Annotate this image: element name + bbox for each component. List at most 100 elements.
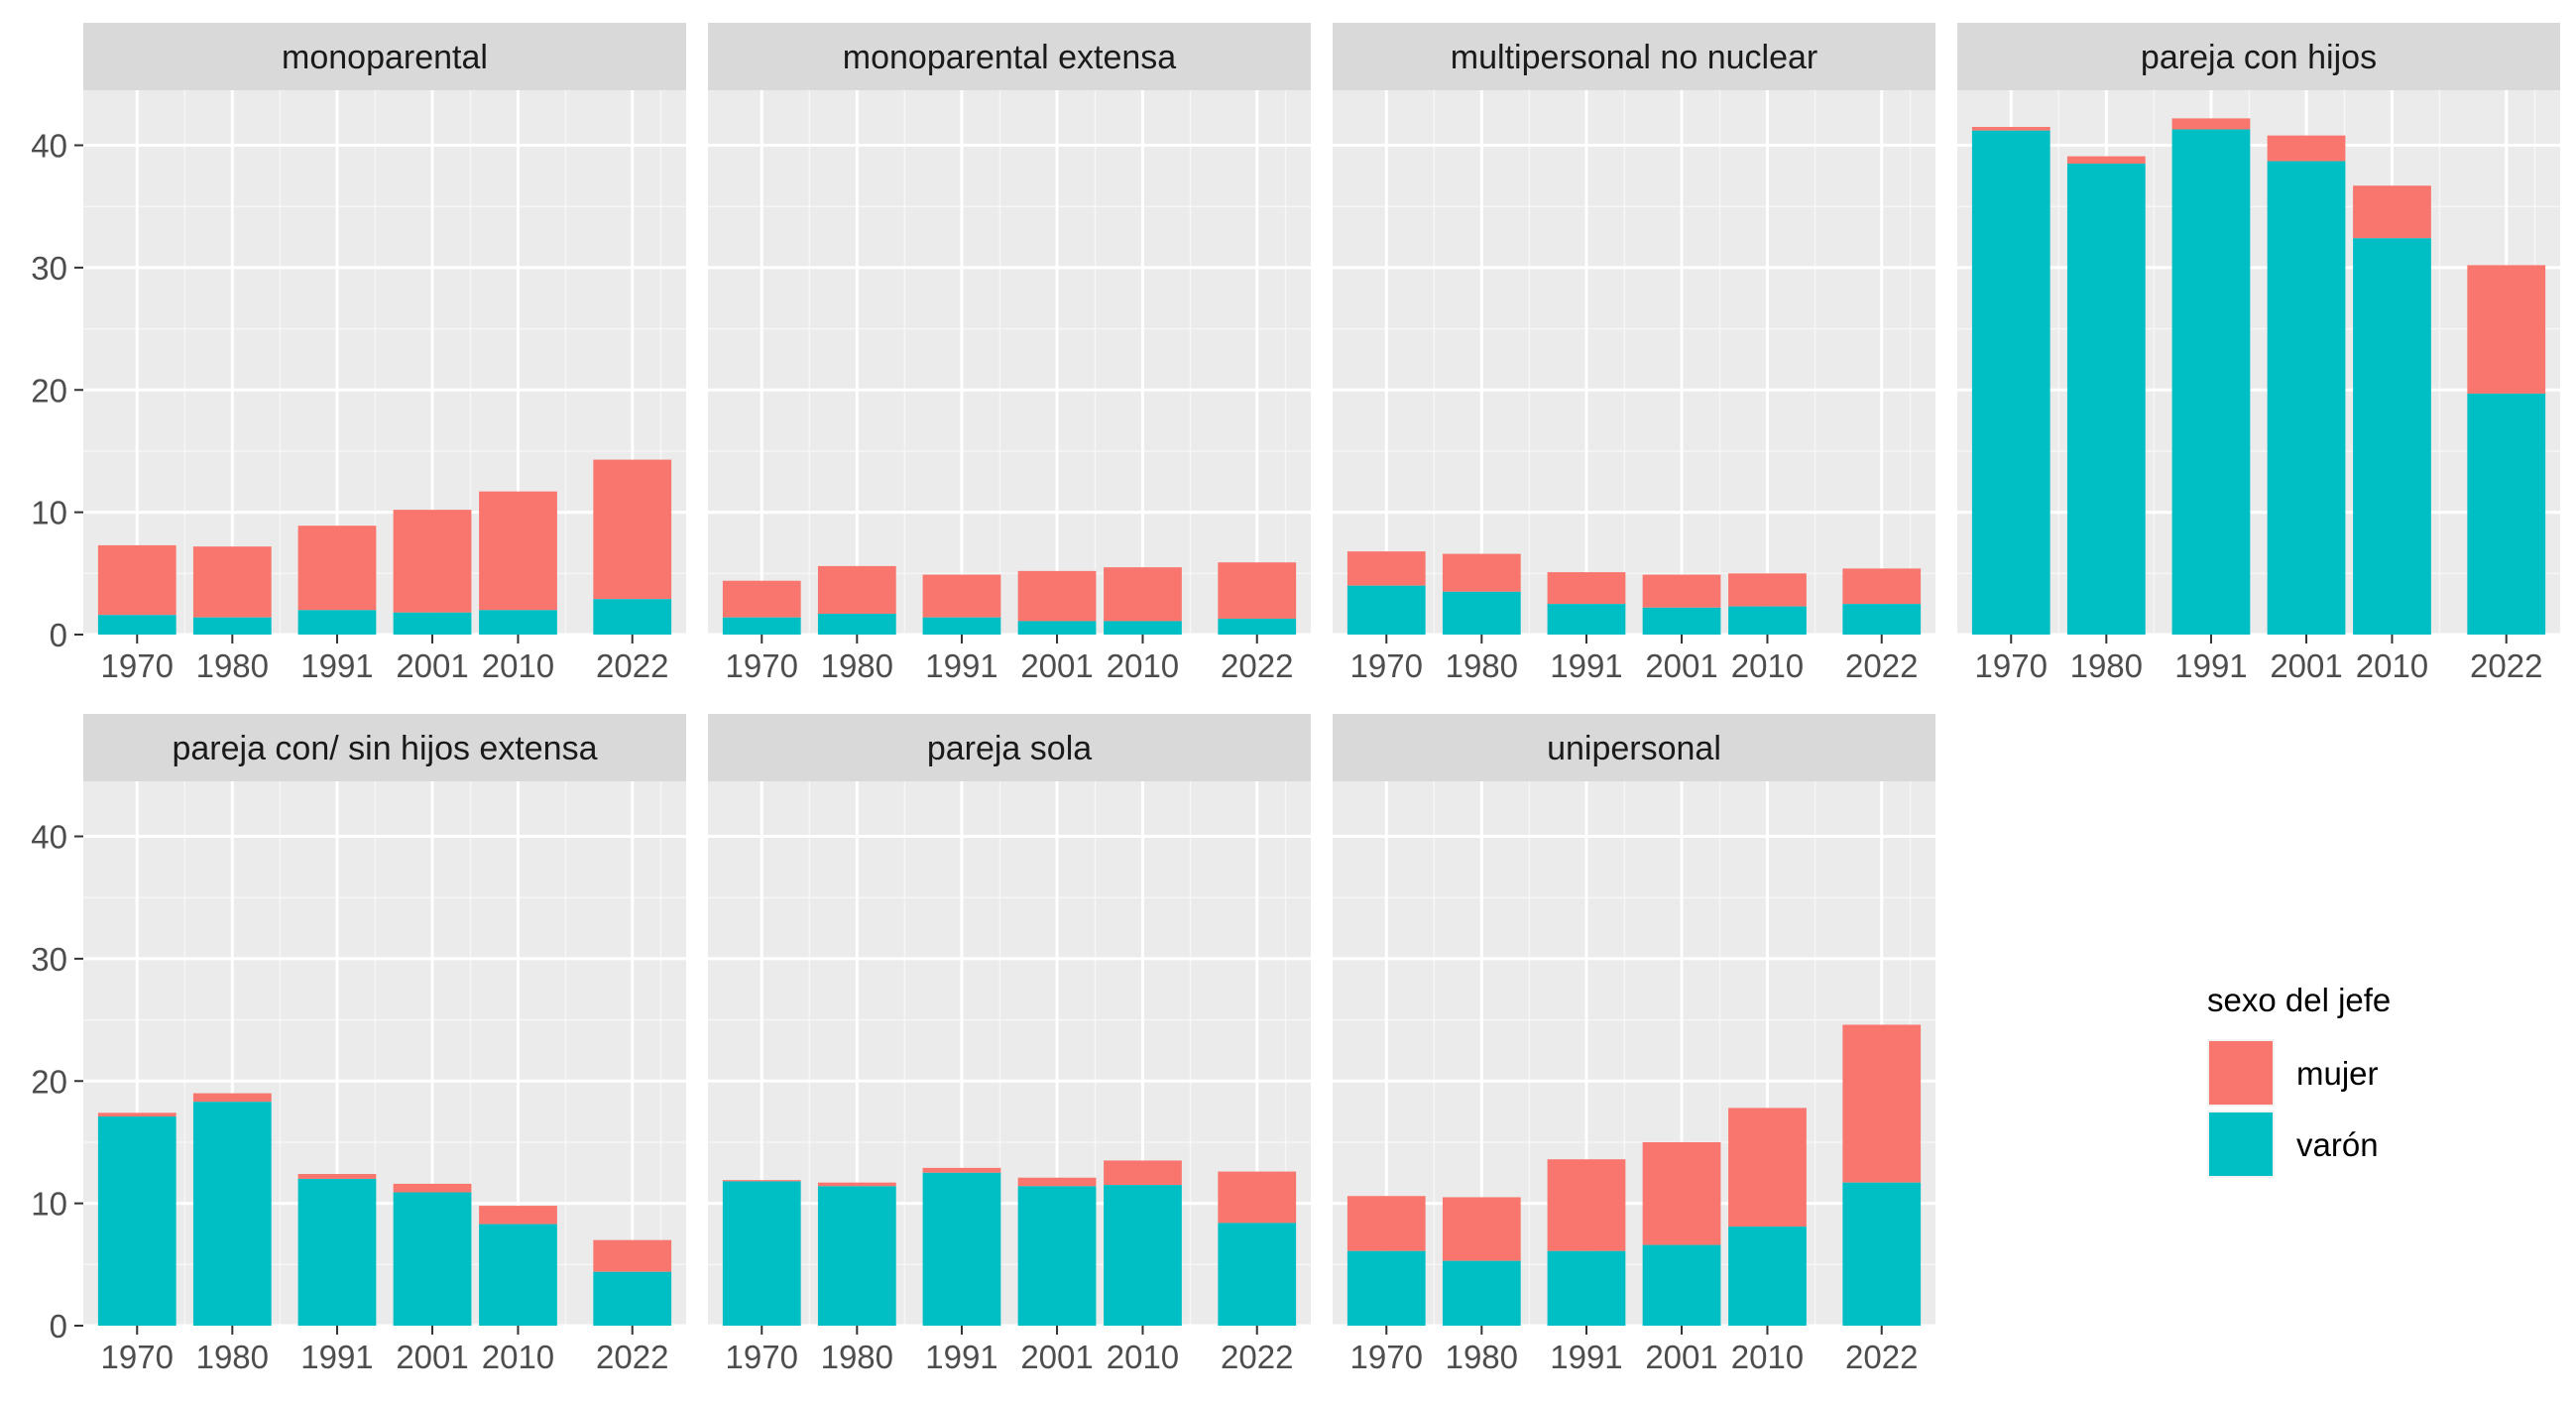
strip-bg — [83, 714, 686, 781]
bar-mujer-1980 — [817, 565, 896, 615]
x-tick-label: 1991 — [925, 1339, 997, 1375]
x-tick-label: 2022 — [596, 1339, 668, 1375]
bar-mujer-1970 — [1971, 127, 2050, 131]
panel-bg — [1957, 90, 2560, 635]
y-tick-label: 40 — [31, 819, 67, 856]
bar-varon-2001 — [1017, 621, 1097, 635]
bar-varon-2010 — [479, 610, 557, 635]
bar-mujer-1991 — [922, 574, 1001, 618]
x-tick-label: 1970 — [726, 647, 798, 684]
x-tick-label: 2022 — [1845, 647, 1918, 684]
bar-varon-1970 — [1971, 130, 2050, 636]
bar-varon-2001 — [393, 612, 472, 635]
y-tick-label: 10 — [31, 495, 67, 531]
x-tick-label: 1991 — [2174, 647, 2247, 684]
panel-monoparental: monoparental 1970 1980 1991 2001 2010 2022 0 10 2… — [31, 23, 686, 684]
panel-unipersonal: unipersonal 1970 1980 1991 2001 2010 2022 — [1333, 714, 1935, 1375]
bar-mujer-1980 — [192, 546, 272, 618]
x-tick-label: 1991 — [1550, 647, 1622, 684]
strip-title: unipersonal — [1547, 730, 1721, 767]
bar-mujer-2022 — [593, 459, 672, 600]
bar-mujer-1980 — [1442, 1197, 1521, 1261]
bar-mujer-2022 — [1842, 568, 1922, 605]
bar-varon-2022 — [1842, 604, 1922, 635]
panel-bg — [708, 781, 1311, 1326]
bar-mujer-2010 — [1104, 1160, 1182, 1186]
y-tick-label: 30 — [31, 250, 67, 287]
legend-label-mujer: mujer — [2296, 1055, 2379, 1092]
bar-varon-2022 — [1218, 1223, 1297, 1326]
bar-mujer-2010 — [1728, 1108, 1807, 1228]
bar-mujer-2001 — [2267, 135, 2346, 162]
bar-varon-1980 — [2066, 164, 2146, 636]
legend-key-mujer — [2209, 1041, 2273, 1105]
bar-mujer-1970 — [97, 1112, 176, 1117]
bar-varon-2010 — [1104, 621, 1182, 635]
x-tick-label: 1970 — [101, 1339, 174, 1375]
bar-mujer-1980 — [192, 1093, 272, 1103]
bar-mujer-1980 — [1442, 553, 1521, 592]
bar-varon-2010 — [1728, 606, 1807, 635]
bar-varon-1980 — [192, 617, 272, 635]
bar-varon-1980 — [192, 1102, 272, 1326]
x-tick-label: 2001 — [396, 1339, 468, 1375]
bar-mujer-1991 — [922, 1167, 1001, 1173]
bar-varon-1980 — [1442, 1260, 1521, 1326]
strip-title: multipersonal no nuclear — [1451, 39, 1817, 76]
bar-varon-1970 — [97, 1116, 176, 1326]
bar-varon-1980 — [817, 614, 896, 635]
bar-mujer-2022 — [1218, 562, 1297, 619]
bar-varon-1991 — [1547, 604, 1626, 635]
x-tick-label: 2010 — [2356, 647, 2428, 684]
panel-bg — [1333, 90, 1935, 635]
bar-mujer-2010 — [2353, 185, 2431, 239]
bar-mujer-2010 — [479, 491, 557, 611]
bar-mujer-2022 — [2467, 265, 2546, 394]
x-tick-label: 1970 — [726, 1339, 798, 1375]
y-tick-label: 30 — [31, 941, 67, 978]
legend-key-varon — [2209, 1112, 2273, 1176]
x-tick-label: 2001 — [1020, 647, 1093, 684]
x-tick-label: 1980 — [1446, 1339, 1518, 1375]
x-tick-label: 2001 — [1645, 1339, 1717, 1375]
bar-mujer-1980 — [2066, 156, 2146, 165]
bar-mujer-1991 — [297, 1174, 377, 1179]
bar-mujer-1970 — [97, 544, 176, 616]
x-tick-label: 2022 — [1845, 1339, 1918, 1375]
bar-varon-2022 — [1842, 1182, 1922, 1326]
bar-mujer-2010 — [479, 1206, 557, 1225]
legend-label-varon: varón — [2296, 1126, 2379, 1163]
bar-varon-2001 — [393, 1192, 472, 1326]
x-tick-label: 2022 — [2470, 647, 2542, 684]
x-tick-label: 1980 — [821, 1339, 893, 1375]
y-tick-label: 10 — [31, 1186, 67, 1223]
legend-title: sexo del jefe — [2207, 982, 2391, 1018]
bar-mujer-2010 — [1104, 567, 1182, 622]
bar-varon-2010 — [479, 1224, 557, 1326]
bar-varon-1980 — [817, 1186, 896, 1326]
x-tick-label: 2010 — [482, 1339, 554, 1375]
bar-mujer-2010 — [1728, 573, 1807, 607]
y-tick-label: 0 — [50, 1308, 67, 1345]
bar-varon-2022 — [593, 1271, 672, 1326]
bar-mujer-1991 — [1547, 572, 1626, 605]
strip-bg — [708, 23, 1311, 90]
strip-bg — [1333, 23, 1935, 90]
bar-varon-1991 — [297, 1178, 377, 1326]
panel-pareja-con-sin-hijos-extensa: pareja con/ sin hijos extensa 1970 1980 199… — [31, 714, 686, 1375]
panel-bg — [83, 781, 686, 1326]
x-tick-label: 2010 — [1731, 1339, 1804, 1375]
x-tick-label: 1980 — [196, 1339, 269, 1375]
strip-bg — [1333, 714, 1935, 781]
bar-mujer-2022 — [1218, 1171, 1297, 1224]
x-tick-label: 1970 — [1975, 647, 2048, 684]
x-tick-label: 2001 — [2270, 647, 2342, 684]
bar-varon-2022 — [1218, 618, 1297, 635]
bar-varon-2001 — [1017, 1186, 1097, 1326]
x-tick-label: 2001 — [1645, 647, 1717, 684]
panel-bg — [83, 90, 686, 635]
x-tick-label: 1980 — [1446, 647, 1518, 684]
bar-varon-1991 — [2171, 129, 2251, 636]
bar-varon-1991 — [922, 1172, 1001, 1326]
